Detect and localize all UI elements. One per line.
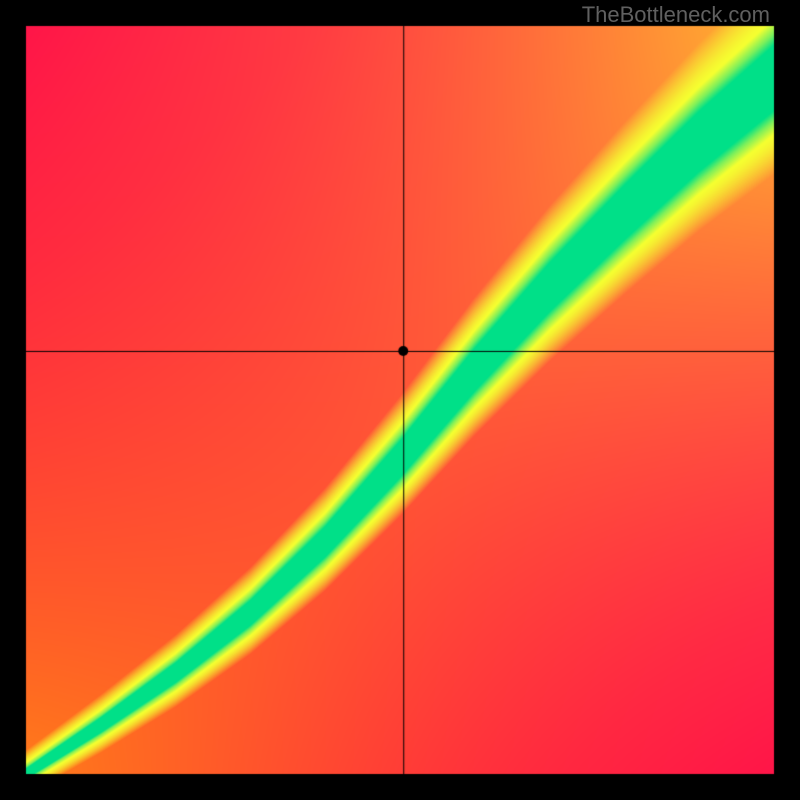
heatmap-canvas xyxy=(0,0,800,800)
chart-container: TheBottleneck.com xyxy=(0,0,800,800)
watermark-text: TheBottleneck.com xyxy=(582,2,770,28)
